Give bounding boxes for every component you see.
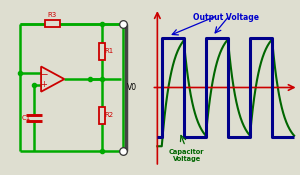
Text: R3: R3 <box>48 12 57 18</box>
Text: C1: C1 <box>22 115 31 121</box>
Text: V0: V0 <box>127 83 137 92</box>
Bar <box>45 20 60 27</box>
Bar <box>98 43 105 60</box>
Text: R2: R2 <box>104 112 113 118</box>
Text: −: − <box>40 69 47 78</box>
Text: Output Voltage: Output Voltage <box>194 13 260 22</box>
Bar <box>98 107 105 124</box>
Text: Capacitor
Voltage: Capacitor Voltage <box>169 149 205 162</box>
Text: +: + <box>40 80 47 89</box>
Text: R1: R1 <box>104 48 113 54</box>
